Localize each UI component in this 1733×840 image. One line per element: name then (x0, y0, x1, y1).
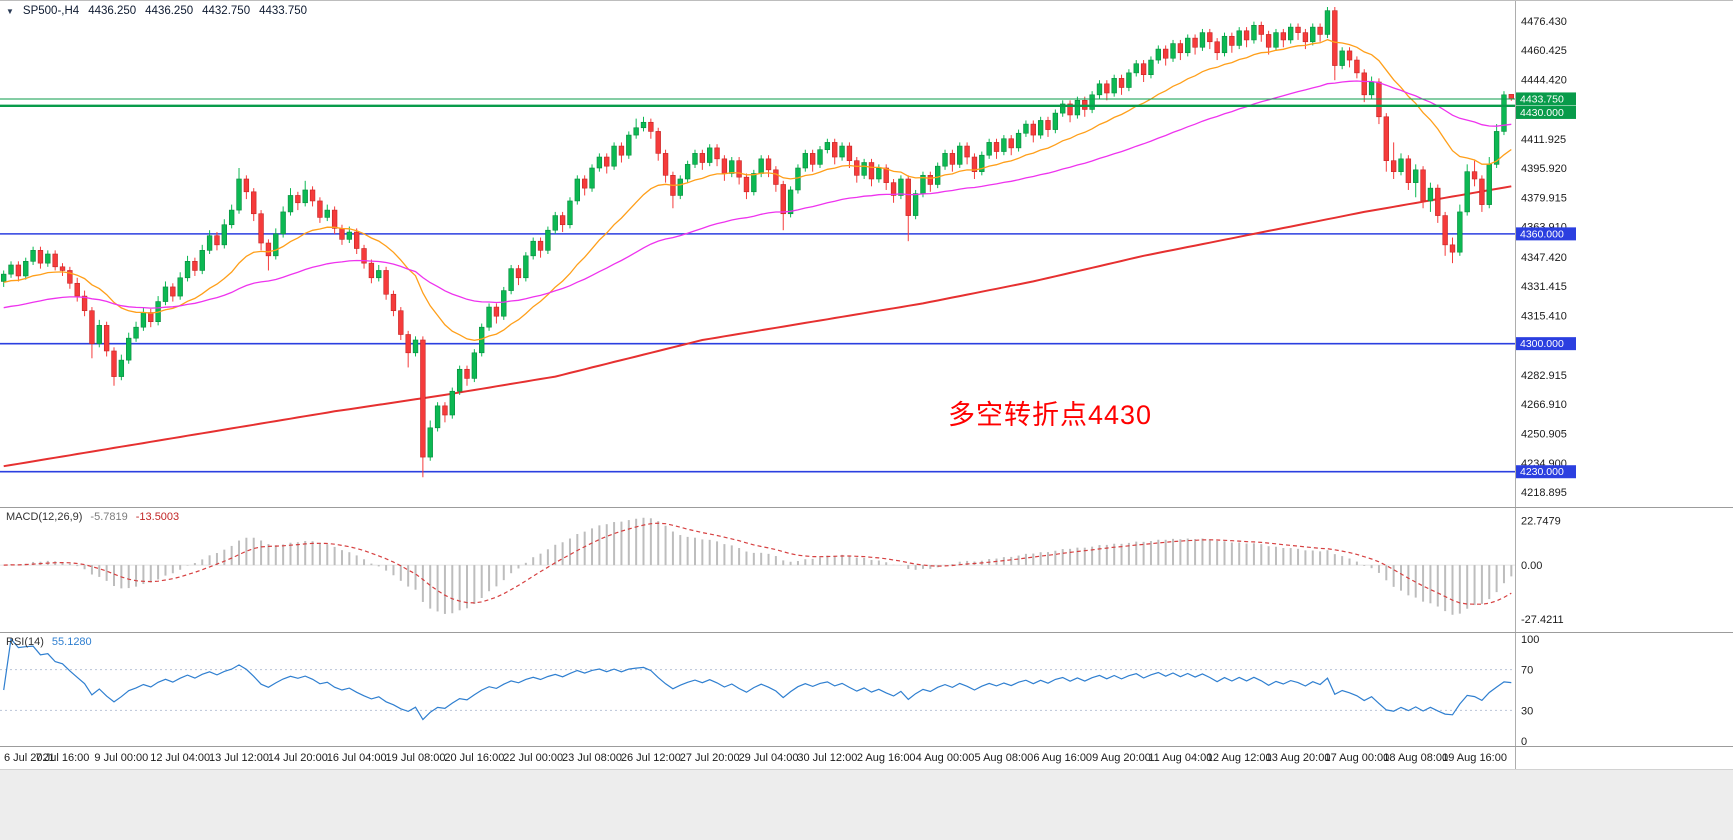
svg-text:4282.915: 4282.915 (1521, 370, 1567, 382)
price-axis-labels: 4476.430 4460.425 4444.420 4411.925 4395.920… (1521, 16, 1567, 499)
svg-text:12 Jul 04:00: 12 Jul 04:00 (150, 752, 210, 764)
svg-text:4476.430: 4476.430 (1521, 16, 1567, 28)
svg-text:30 Jul 12:00: 30 Jul 12:00 (797, 752, 857, 764)
svg-text:4460.425: 4460.425 (1521, 45, 1567, 57)
horizontal-levels-above[interactable] (0, 98, 1515, 108)
svg-text:4 Aug 00:00: 4 Aug 00:00 (916, 752, 975, 764)
price-tag (1516, 227, 1576, 241)
ma-slow-red[interactable] (3, 185, 1512, 468)
rsi-axis-labels: 100 70 30 0 (1521, 634, 1539, 746)
svg-text:5 Aug 08:00: 5 Aug 08:00 (975, 752, 1034, 764)
svg-text:2 Aug 16:00: 2 Aug 16:00 (857, 752, 916, 764)
svg-text:7 Jul 16:00: 7 Jul 16:00 (36, 752, 90, 764)
svg-text:18 Aug 08:00: 18 Aug 08:00 (1383, 752, 1448, 764)
svg-text:4360.000: 4360.000 (1520, 228, 1564, 240)
price-tags: 4433.750 4430.000 4360.000 4300.000 4230.000 (1516, 92, 1576, 479)
svg-text:100: 100 (1521, 634, 1539, 646)
svg-text:12 Aug 12:00: 12 Aug 12:00 (1207, 752, 1272, 764)
price-tag (1516, 465, 1576, 479)
svg-text:19 Aug 16:00: 19 Aug 16:00 (1442, 752, 1507, 764)
svg-text:27 Jul 20:00: 27 Jul 20:00 (680, 752, 740, 764)
svg-text:-27.4211: -27.4211 (1521, 614, 1564, 626)
svg-text:4230.000: 4230.000 (1520, 466, 1564, 478)
svg-text:4444.420: 4444.420 (1521, 74, 1567, 86)
svg-text:4331.415: 4331.415 (1521, 281, 1567, 293)
price-tag (1516, 337, 1576, 351)
footer-blank-area (0, 769, 1733, 840)
svg-text:26 Jul 12:00: 26 Jul 12:00 (621, 752, 681, 764)
rsi-panel[interactable]: 100 70 30 0 RSI(14) 55.1280 (0, 633, 1733, 747)
price-tag (1516, 92, 1576, 106)
macd-panel[interactable]: 22.7479 0.00 -27.4211 MACD(12,26,9) -5.781… (0, 508, 1733, 633)
horizontal-levels-below[interactable] (0, 233, 1515, 473)
svg-text:4300.000: 4300.000 (1520, 338, 1564, 350)
svg-text:13 Aug 20:00: 13 Aug 20:00 (1266, 752, 1331, 764)
svg-text:13 Jul 12:00: 13 Jul 12:00 (209, 752, 269, 764)
svg-text:9 Aug 20:00: 9 Aug 20:00 (1092, 752, 1151, 764)
macd-signal-line (3, 522, 1512, 605)
svg-text:6 Jul 2021: 6 Jul 2021 (4, 752, 55, 764)
price-chart-panel[interactable]: 4476.430 4460.425 4444.420 4411.925 4395.920… (0, 1, 1733, 508)
svg-text:9 Jul 00:00: 9 Jul 00:00 (94, 752, 148, 764)
svg-text:11 Aug 04:00: 11 Aug 04:00 (1148, 752, 1212, 764)
svg-text:0: 0 (1521, 736, 1527, 746)
svg-text:22 Jul 00:00: 22 Jul 00:00 (503, 752, 563, 764)
candles[interactable] (0, 7, 1515, 478)
macd-axis-labels: 22.7479 0.00 -27.4211 (1521, 515, 1564, 626)
svg-text:30: 30 (1521, 705, 1533, 717)
svg-text:17 Aug 00:00: 17 Aug 00:00 (1324, 752, 1389, 764)
time-axis[interactable]: 6 Jul 2021 7 Jul 16:00 9 Jul 00:00 12 Jul 0… (0, 747, 1733, 769)
symbol-dropdown-icon[interactable]: ▼ (6, 6, 14, 16)
svg-text:29 Jul 04:00: 29 Jul 04:00 (739, 752, 799, 764)
svg-text:4266.910: 4266.910 (1521, 399, 1567, 411)
rsi-plot[interactable]: 100 70 30 0 (0, 633, 1733, 746)
svg-text:23 Jul 08:00: 23 Jul 08:00 (562, 752, 622, 764)
svg-text:4347.420: 4347.420 (1521, 252, 1567, 264)
price-tag (1516, 105, 1576, 119)
svg-text:4411.925: 4411.925 (1521, 134, 1566, 146)
svg-text:4218.895: 4218.895 (1521, 487, 1567, 499)
svg-text:0.00: 0.00 (1521, 560, 1542, 572)
svg-text:16 Jul 04:00: 16 Jul 04:00 (327, 752, 387, 764)
ma-fast-orange[interactable] (3, 39, 1512, 341)
svg-text:4430.000: 4430.000 (1520, 107, 1564, 119)
svg-text:22.7479: 22.7479 (1521, 515, 1561, 527)
macd-plot[interactable]: 22.7479 0.00 -27.4211 (0, 508, 1733, 632)
svg-text:70: 70 (1521, 665, 1533, 677)
svg-text:14 Jul 20:00: 14 Jul 20:00 (268, 752, 328, 764)
svg-text:4395.920: 4395.920 (1521, 163, 1567, 175)
svg-text:4433.750: 4433.750 (1520, 93, 1564, 105)
svg-text:4379.915: 4379.915 (1521, 192, 1567, 204)
svg-text:4250.905: 4250.905 (1521, 428, 1567, 440)
svg-text:6 Aug 16:00: 6 Aug 16:00 (1033, 752, 1092, 764)
svg-text:20 Jul 16:00: 20 Jul 16:00 (444, 752, 504, 764)
ma-mid-magenta[interactable] (3, 80, 1512, 309)
svg-text:4315.410: 4315.410 (1521, 310, 1567, 322)
candlestick-chart[interactable]: 4476.430 4460.425 4444.420 4411.925 4395.920… (0, 1, 1733, 507)
rsi-line (3, 637, 1512, 721)
macd-histogram (10, 517, 1513, 615)
svg-text:19 Jul 08:00: 19 Jul 08:00 (386, 752, 446, 764)
